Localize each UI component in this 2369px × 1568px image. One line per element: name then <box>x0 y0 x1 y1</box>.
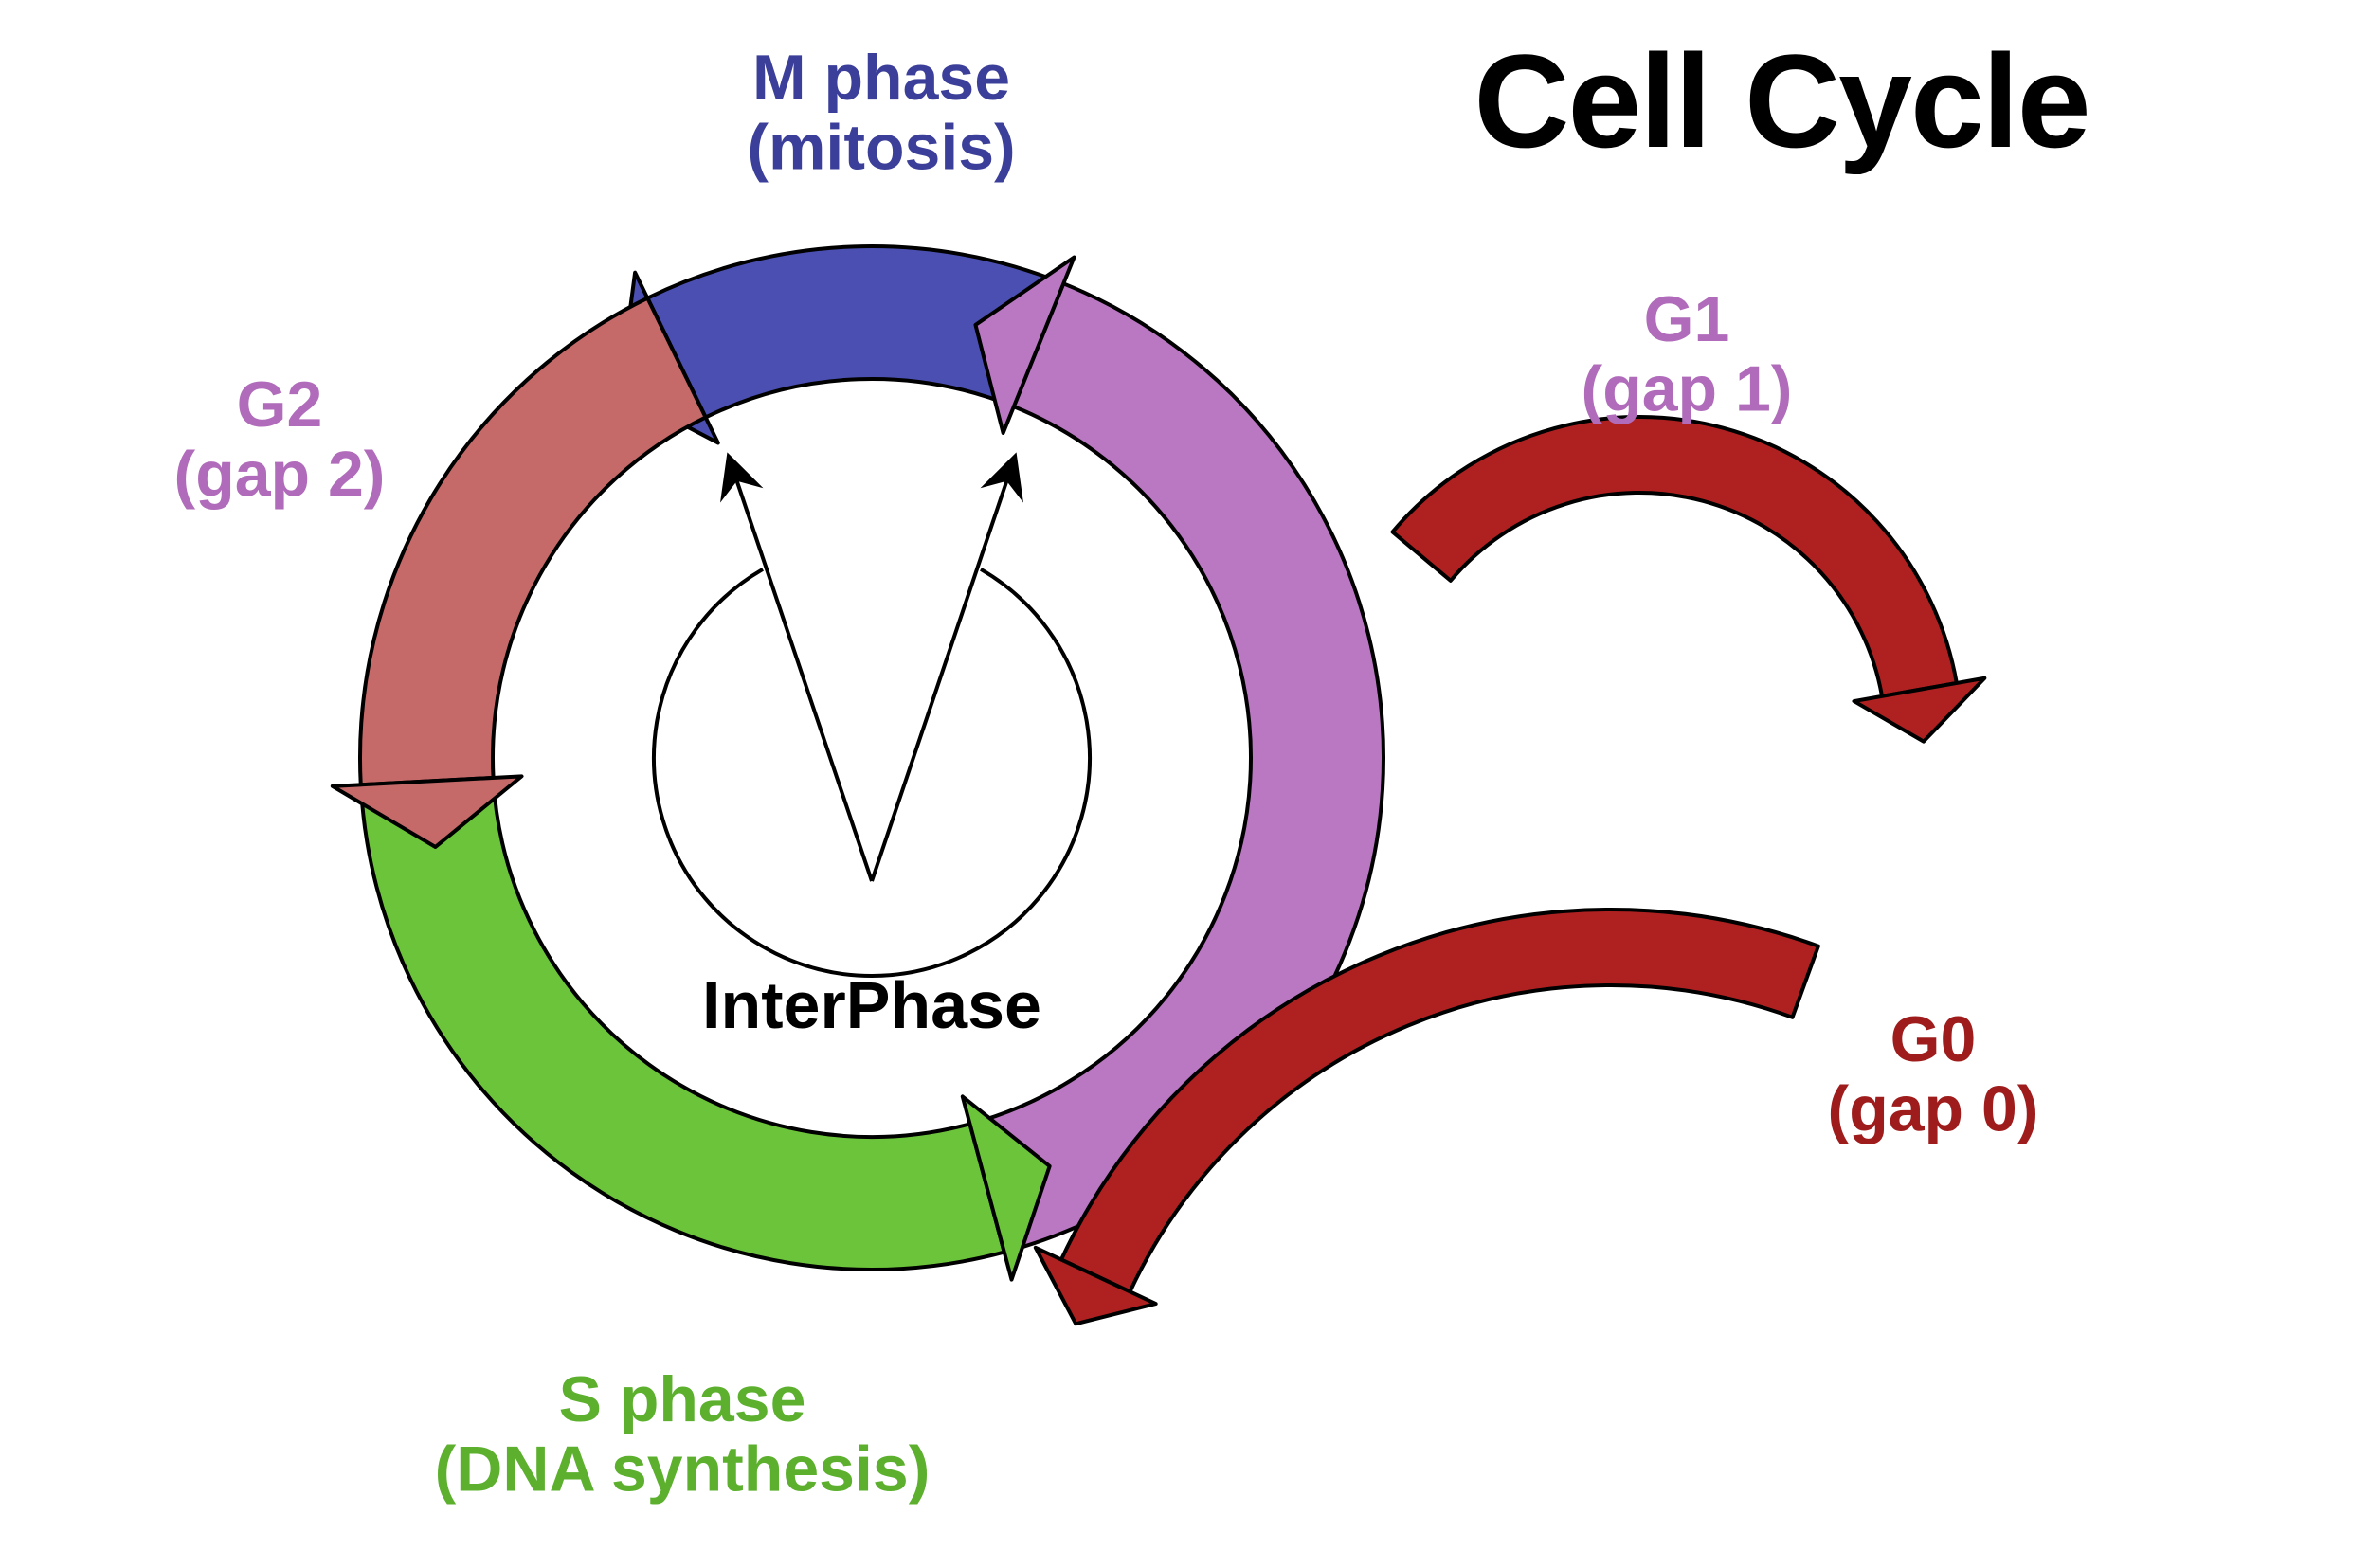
diagram-title: Cell Cycle <box>1474 27 2089 175</box>
interphase-v-line-1 <box>872 460 1014 881</box>
interphase-circle <box>654 569 1090 976</box>
cell-cycle-diagram: InterPhase Cell Cycle M phase(mitosis) G1(… <box>0 0 2369 1568</box>
g1-phase-label: G1(gap 1) <box>1582 283 1793 424</box>
g0-label: G0(gap 0) <box>1828 1003 2039 1144</box>
s-phase-label: S phase(DNA synthesis) <box>435 1363 931 1505</box>
m-phase-label: M phase(mitosis) <box>747 42 1015 183</box>
interphase-v-line-0 <box>730 460 872 881</box>
g0-out-arc <box>1393 417 1957 696</box>
interphase-label: InterPhase <box>702 968 1041 1042</box>
g2-phase-label: G2(gap 2) <box>174 369 386 510</box>
g0-in-arc <box>1061 910 1818 1291</box>
g2-phase-arc <box>360 298 706 785</box>
